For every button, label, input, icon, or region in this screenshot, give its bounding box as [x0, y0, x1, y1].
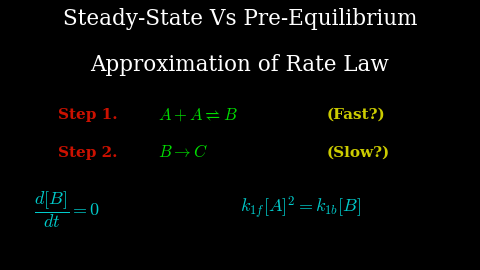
- Text: Steady-State Vs Pre-Equilibrium: Steady-State Vs Pre-Equilibrium: [63, 8, 417, 30]
- Text: Step 2.: Step 2.: [58, 146, 117, 160]
- Text: $A + A \rightleftharpoons B$: $A + A \rightleftharpoons B$: [158, 105, 238, 123]
- Text: $B \rightarrow C$: $B \rightarrow C$: [158, 143, 208, 161]
- Text: (Slow?): (Slow?): [326, 146, 390, 160]
- Text: Step 1.: Step 1.: [58, 108, 117, 122]
- Text: $k_{1f}[A]^2 = k_{1b}[B]$: $k_{1f}[A]^2 = k_{1b}[B]$: [240, 194, 361, 221]
- Text: (Fast?): (Fast?): [326, 108, 385, 122]
- Text: Approximation of Rate Law: Approximation of Rate Law: [91, 54, 389, 76]
- Text: $\dfrac{d[B]}{dt} = 0$: $\dfrac{d[B]}{dt} = 0$: [34, 189, 100, 230]
